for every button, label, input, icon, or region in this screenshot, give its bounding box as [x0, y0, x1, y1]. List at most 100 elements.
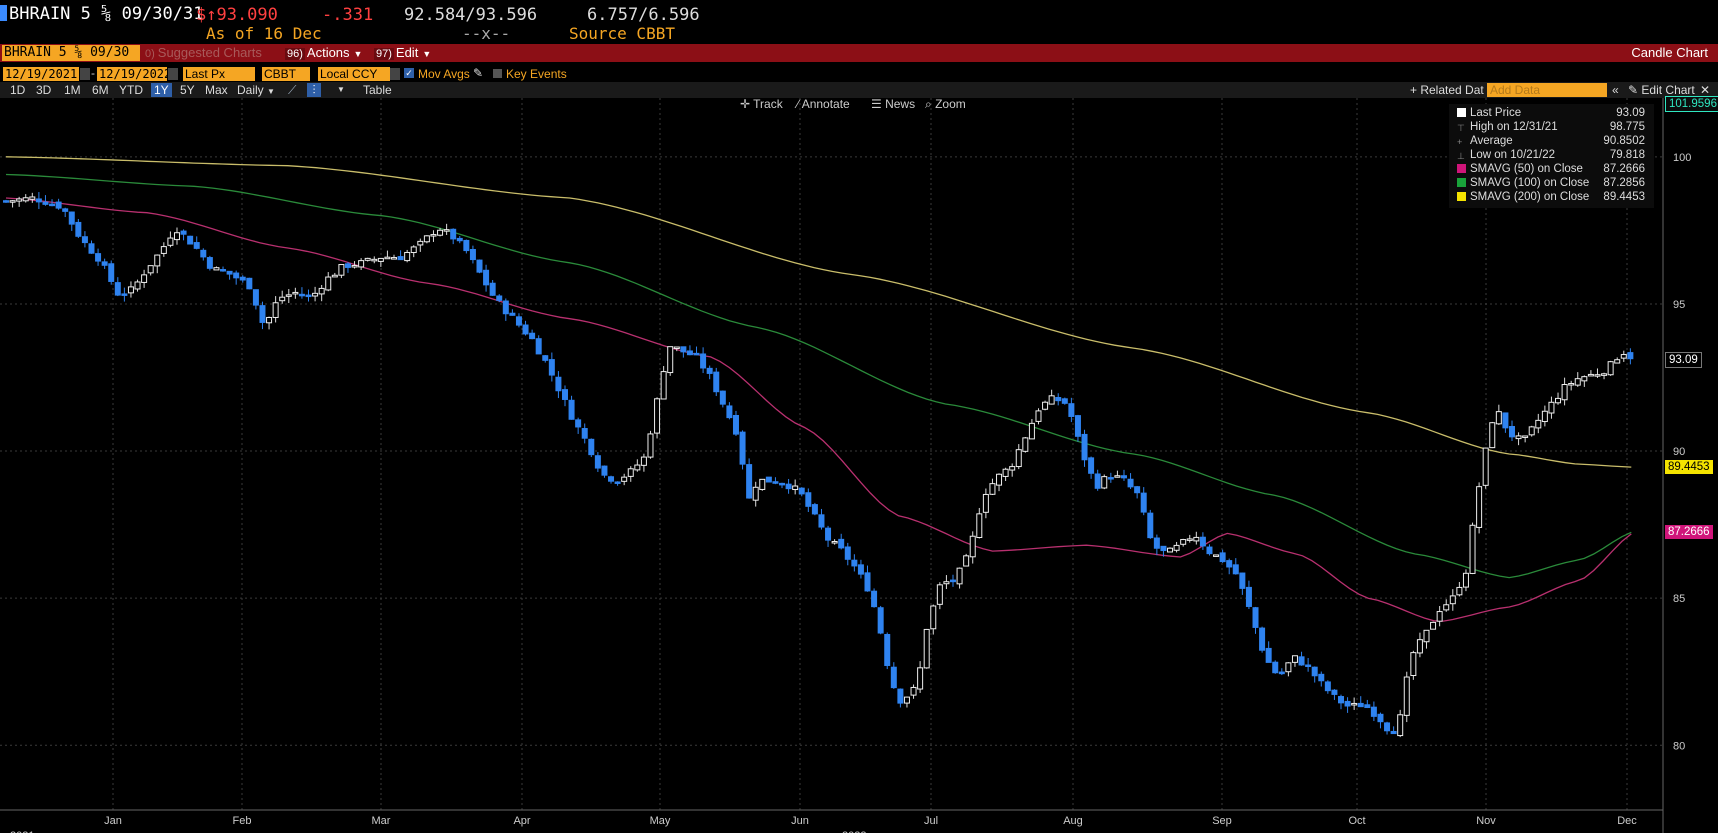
actions-label: Actions: [306, 45, 350, 60]
field-select[interactable]: Last Px: [183, 67, 255, 81]
candle-body: [963, 555, 970, 567]
candle-body: [279, 296, 286, 302]
calendar-icon[interactable]: [168, 68, 178, 80]
candle-body: [1522, 435, 1529, 438]
candle-body: [1009, 466, 1016, 471]
price-tag-top: 101.9596: [1665, 96, 1718, 112]
candle-body: [42, 201, 49, 205]
zoom-tool[interactable]: ⌕ Zoom: [925, 97, 966, 112]
actions-num: 96): [285, 48, 305, 60]
news-label: News: [885, 97, 916, 111]
chevron-down-icon[interactable]: ▼: [337, 85, 345, 94]
candle-body: [1581, 376, 1588, 382]
candle-body: [1436, 611, 1443, 622]
candle-body: [167, 237, 174, 246]
candle-body: [1351, 702, 1358, 706]
frequency-label: Daily: [237, 83, 264, 97]
range-ytd[interactable]: YTD: [119, 83, 143, 97]
candle-body: [160, 246, 167, 254]
candle-body: [529, 332, 536, 340]
legend-value: 89.4453: [1603, 191, 1645, 203]
candle-body: [285, 294, 292, 297]
candle-body: [489, 282, 496, 296]
candle-body: [1384, 722, 1391, 732]
table-button[interactable]: Table: [363, 83, 392, 97]
x-tick-label: Jul: [924, 815, 938, 827]
pencil-icon[interactable]: ✎: [473, 66, 484, 80]
candle-body: [1403, 676, 1410, 716]
add-data-input[interactable]: Add Data: [1487, 83, 1607, 97]
pencil-icon: ⁄: [797, 97, 802, 111]
range-6m[interactable]: 6M: [92, 83, 109, 97]
edit-menu[interactable]: 97) Edit ▼: [374, 45, 431, 61]
candle-body: [404, 251, 411, 262]
collapse-icon[interactable]: «: [1612, 83, 1619, 97]
candle-chart-icon[interactable]: ⫶: [307, 83, 321, 97]
suggested-label: Suggested Charts: [157, 45, 262, 60]
end-date-field[interactable]: 12/19/2022: [97, 67, 172, 81]
currency-select[interactable]: Local CCY: [318, 67, 390, 81]
price-chart[interactable]: 80 85 90 95 100 Jan Feb Mar Apr May Jun Jul Aug Sep Oc…: [0, 98, 1718, 833]
candle-body: [1219, 552, 1226, 563]
x-tick-label: Apr: [513, 815, 530, 827]
frequency-select[interactable]: Daily ▼: [237, 83, 275, 97]
x-tick-label: Aug: [1063, 815, 1083, 827]
range-5y[interactable]: 5Y: [180, 83, 195, 97]
track-tool[interactable]: ✛ Track: [740, 97, 783, 111]
yield: 6.757/6.596: [587, 5, 700, 25]
edit-chart-button[interactable]: ✎ Edit Chart: [1628, 83, 1695, 97]
candle-body: [1364, 704, 1371, 709]
candle-body: [423, 235, 430, 243]
dropdown-arrow-icon[interactable]: [390, 68, 400, 80]
candle-body: [1324, 681, 1331, 692]
legend-label: Low on 10/21/22: [1470, 149, 1556, 161]
range-1m[interactable]: 1M: [64, 83, 81, 97]
candle-body: [1370, 706, 1377, 717]
legend-swatch: [1457, 178, 1466, 187]
candle-body: [1627, 352, 1634, 360]
legend-label: SMAVG (100) on Close: [1470, 177, 1590, 189]
range-1d[interactable]: 1D: [10, 83, 26, 97]
mov-avgs-checkbox[interactable]: ✓: [404, 68, 414, 78]
candle-body: [1594, 374, 1601, 377]
line-chart-icon[interactable]: ⟋: [288, 83, 297, 97]
candle-body: [318, 287, 325, 295]
candle-body: [627, 468, 634, 477]
related-data-button[interactable]: + Related Dat: [1410, 83, 1484, 97]
legend-value: 90.8502: [1603, 135, 1645, 147]
range-max[interactable]: Max: [205, 83, 228, 97]
candle-body: [1153, 537, 1160, 549]
range-1y[interactable]: 1Y: [151, 83, 172, 97]
start-date-field[interactable]: 12/19/2021: [3, 67, 79, 81]
candle-body: [634, 464, 641, 471]
actions-menu[interactable]: 96) Actions ▼: [285, 45, 362, 61]
candle-body: [187, 235, 194, 245]
annotate-tool[interactable]: ⁄ Annotate: [797, 97, 850, 111]
legend-low: ⊥ Low on 10/21/22 79.818: [1457, 148, 1653, 162]
candle-body: [752, 486, 759, 501]
range-3d[interactable]: 3D: [36, 83, 52, 97]
candle-body: [456, 237, 463, 242]
candle-body: [785, 483, 792, 490]
candle-body: [798, 487, 805, 495]
news-tool[interactable]: ☰ News: [871, 97, 915, 111]
close-icon[interactable]: ✕: [1700, 83, 1711, 97]
candle-body: [936, 584, 943, 605]
chevron-down-icon: ▼: [267, 87, 275, 96]
as-of-date: As of 16 Dec: [206, 24, 322, 43]
calendar-icon[interactable]: [80, 68, 90, 80]
key-events-checkbox[interactable]: [493, 69, 502, 78]
candle-body: [693, 352, 700, 356]
security-title[interactable]: BHRAIN 5 ⅝ 09/30/31: [0, 4, 203, 26]
suggested-charts-button[interactable]: 0) Suggested Charts: [145, 45, 262, 61]
candle-body: [1495, 411, 1502, 425]
candle-body: [22, 197, 29, 202]
candle-body: [371, 258, 378, 262]
source-select[interactable]: CBBT: [262, 67, 310, 81]
x-tick-label: Mar: [372, 815, 391, 827]
security-short-field[interactable]: BHRAIN 5 ⅝ 09/30: [2, 45, 140, 61]
candle-body: [884, 633, 891, 666]
candle-body: [1607, 361, 1614, 376]
candle-body: [542, 355, 549, 361]
candle-body: [1456, 586, 1463, 596]
